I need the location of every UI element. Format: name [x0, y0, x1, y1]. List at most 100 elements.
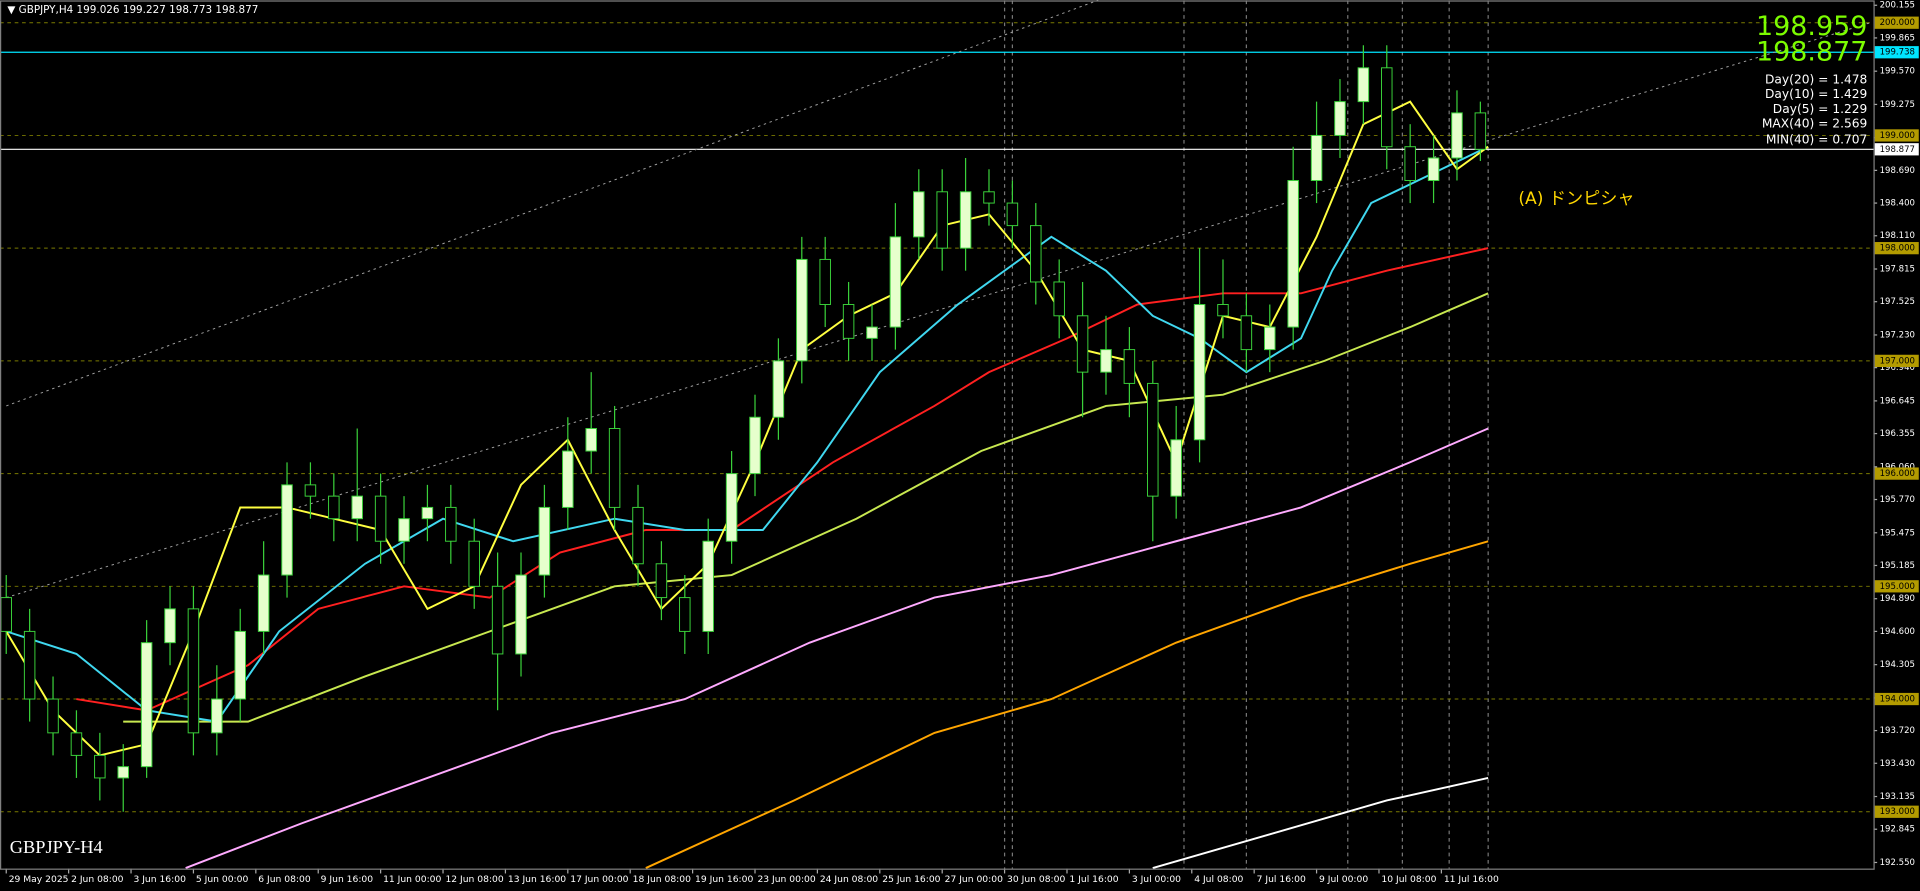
candle-body — [374, 495, 387, 542]
candle-body — [538, 506, 551, 576]
y-tick-label: 193.720 — [1880, 726, 1915, 736]
level-label: 196.000 — [1880, 469, 1915, 479]
info-line: Day(5) = 1.229 — [1773, 102, 1868, 116]
level-label: 197.000 — [1880, 356, 1915, 366]
x-tick-label: 3 Jun 16:00 — [133, 874, 186, 885]
y-tick-label: 192.845 — [1880, 825, 1915, 835]
x-tick-label: 2 Jun 08:00 — [71, 874, 124, 885]
candle-body — [1334, 101, 1346, 136]
x-tick-label: 17 Jun 00:00 — [570, 874, 628, 885]
candle-body — [468, 540, 480, 587]
watermark: GBPJPY-H4 — [10, 837, 103, 857]
candle-body — [936, 191, 948, 249]
info-line: Day(20) = 1.478 — [1765, 72, 1867, 86]
level-label-box — [1874, 805, 1919, 818]
candle-body — [1170, 439, 1182, 497]
candle-body — [328, 495, 340, 520]
indicator-line — [6, 0, 1099, 407]
y-tick-label: 192.550 — [1880, 858, 1915, 868]
candle-body — [164, 608, 176, 644]
level-label-box — [1874, 692, 1919, 706]
candle-body — [1053, 281, 1065, 317]
candle-body — [140, 642, 153, 768]
y-tick-label: 200.155 — [1880, 1, 1915, 11]
price-display: 198.959 — [1756, 11, 1867, 42]
x-tick-label: 1 Jul 16:00 — [1069, 874, 1118, 885]
level-label: 193.000 — [1880, 807, 1915, 817]
level-label-box — [1874, 467, 1919, 480]
candle-body — [1006, 202, 1019, 227]
level-label-box — [1874, 46, 1919, 59]
candle-body — [1240, 315, 1253, 351]
candle-body — [772, 360, 785, 418]
candle-body — [1310, 134, 1323, 182]
candle-body — [1287, 180, 1299, 328]
candle-body — [585, 428, 597, 452]
candle-body — [257, 574, 270, 632]
x-tick-label: 29 May 2025 — [9, 874, 69, 885]
price-display: 198.877 — [1756, 37, 1867, 68]
x-tick-label: 7 Jul 16:00 — [1257, 874, 1306, 885]
candle-body — [819, 258, 831, 306]
y-tick-label: 195.185 — [1880, 561, 1915, 571]
x-tick-label: 19 Jun 16:00 — [695, 874, 753, 885]
x-tick-label: 11 Jul 16:00 — [1444, 874, 1499, 885]
level-label: 198.877 — [1880, 145, 1915, 155]
level-label: 194.000 — [1880, 695, 1915, 705]
candle-body — [398, 518, 410, 542]
y-tick-label: 195.770 — [1880, 495, 1915, 505]
level-label-box — [1874, 129, 1919, 142]
y-tick-label: 197.815 — [1880, 265, 1915, 275]
y-tick-label: 194.600 — [1880, 627, 1915, 637]
x-tick-label: 24 Jun 08:00 — [820, 874, 878, 885]
candle-body — [1193, 304, 1206, 441]
level-label-box — [1874, 16, 1919, 29]
candle-body — [959, 191, 972, 249]
level-label: 199.000 — [1880, 131, 1915, 141]
x-tick-label: 23 Jun 00:00 — [757, 874, 815, 885]
level-label-box — [1874, 580, 1919, 593]
x-tick-label: 6 Jun 08:00 — [258, 874, 311, 885]
y-tick-label: 196.355 — [1880, 429, 1915, 439]
x-tick-label: 27 Jun 00:00 — [945, 874, 1003, 885]
candle-body — [702, 540, 714, 632]
y-tick-label: 194.890 — [1880, 594, 1915, 604]
info-line: Day(10) = 1.429 — [1765, 87, 1867, 101]
indicator-line — [1152, 776, 1489, 870]
level-label: 195.000 — [1880, 582, 1915, 592]
x-tick-label: 9 Jul 00:00 — [1319, 874, 1368, 885]
candle-body — [632, 506, 644, 565]
info-line: MAX(40) = 2.569 — [1762, 117, 1867, 131]
indicator-line — [5, 145, 1489, 723]
x-tick-label: 5 Jun 00:00 — [196, 874, 249, 885]
candle-body — [1076, 315, 1089, 373]
info-line: MIN(40) = 0.707 — [1766, 132, 1867, 146]
candle-body — [749, 416, 761, 475]
level-label-box — [1874, 354, 1919, 367]
indicator-line — [645, 540, 1489, 869]
candle-body — [1427, 157, 1440, 182]
indicator-line — [185, 427, 1489, 869]
candle-body — [1123, 349, 1136, 384]
y-tick-label: 193.430 — [1880, 759, 1915, 769]
candle-body — [1451, 112, 1463, 159]
candle-body — [679, 597, 691, 632]
plot-layer — [0, 0, 1871, 870]
candle-body — [562, 450, 574, 508]
grid-layer — [0, 0, 1874, 869]
candle-body — [211, 698, 223, 734]
candle-body — [983, 191, 995, 204]
level-label: 199.738 — [1880, 48, 1915, 58]
y-tick-label: 197.230 — [1880, 330, 1915, 340]
x-tick-label: 13 Jun 16:00 — [508, 874, 566, 885]
candle-body — [23, 630, 36, 700]
x-tick-label: 25 Jun 16:00 — [882, 874, 940, 885]
axis-layer: 200.155199.865199.570199.275198.980198.6… — [5, 1, 1919, 885]
candle-body — [304, 484, 317, 497]
x-tick-label: 3 Jul 00:00 — [1132, 874, 1181, 885]
x-tick-label: 4 Jul 08:00 — [1194, 874, 1243, 885]
y-tick-label: 199.275 — [1880, 100, 1915, 110]
y-tick-label: 196.060 — [1880, 462, 1915, 472]
